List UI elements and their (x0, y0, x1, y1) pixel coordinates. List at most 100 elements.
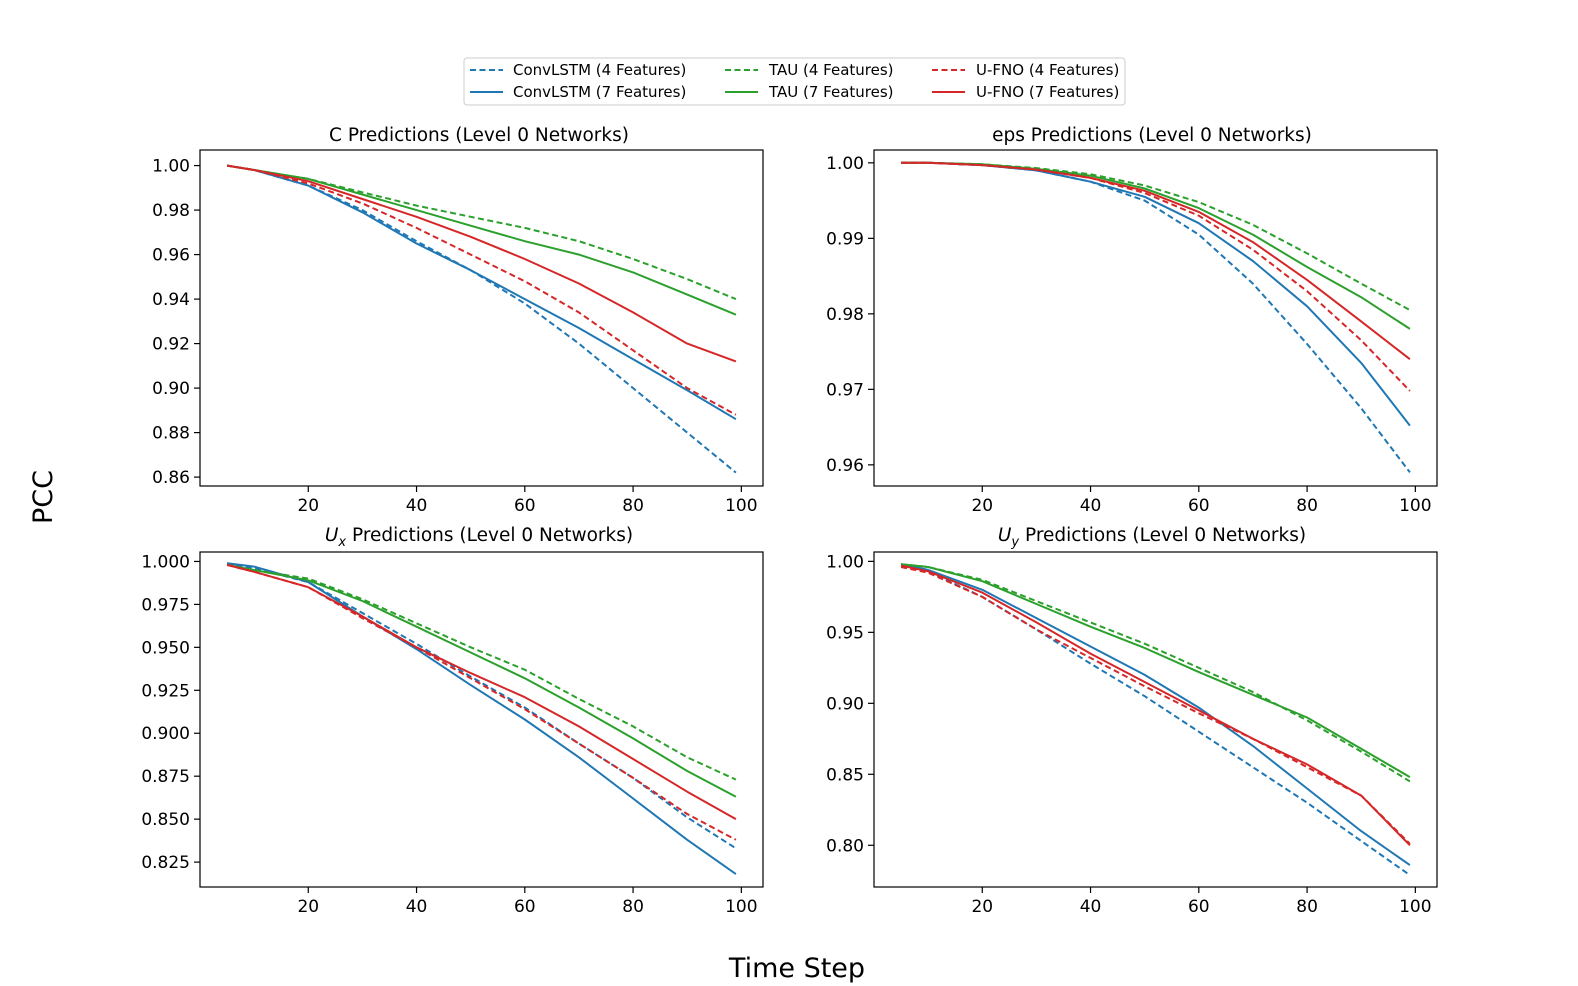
title-main: U (998, 525, 1012, 546)
x-tick-label: 100 (1399, 496, 1431, 516)
title-rest: Predictions (Level 0 Networks) (346, 525, 633, 546)
panel-title: C Predictions (Level 0 Networks) (329, 125, 629, 146)
y-tick-label: 0.90 (152, 379, 190, 399)
series-line-0 (901, 161, 1411, 474)
plot-area: 20 40 60 80 100 0.96 0.97 0.98 0.99 1.00 (826, 149, 1438, 516)
y-tick-label: 0.94 (152, 290, 190, 310)
y-tick-label: 1.00 (152, 157, 190, 177)
y-tick-label: 1.00 (826, 154, 864, 174)
series-line-1 (901, 161, 1411, 427)
series-line-3 (901, 161, 1411, 330)
x-tick-label: 20 (297, 496, 319, 516)
x-tick-label: 60 (514, 496, 536, 516)
x-tick-label: 80 (1296, 496, 1318, 516)
y-tick-label: 0.96 (826, 456, 864, 476)
axes-frame (873, 149, 1438, 487)
x-tick-label: 100 (725, 496, 757, 516)
legend-entry-convlstm-7: ConvLSTM (7 Features) (470, 83, 686, 101)
y-tick-label: 0.900 (141, 724, 190, 744)
y-tick-label: 0.80 (826, 836, 864, 856)
title-sub: x (337, 535, 346, 550)
y-tick-label: 0.92 (152, 335, 190, 355)
x-tick-label: 100 (725, 897, 757, 917)
plot-area: 20 40 60 80 100 0.80 0.85 0.90 0.95 1.00 (826, 551, 1438, 917)
legend-label: TAU (4 Features) (768, 61, 894, 79)
panel-c: C Predictions (Level 0 Networks) 20 40 60 8… (152, 125, 764, 516)
legend-label: TAU (7 Features) (768, 83, 894, 101)
x-tick-label: 60 (1188, 496, 1210, 516)
series-line-5 (900, 564, 1411, 846)
x-tick-label: 20 (971, 897, 993, 917)
legend-label: U-FNO (7 Features) (976, 83, 1119, 101)
y-tick-label: 0.925 (141, 681, 190, 701)
x-tick-label: 40 (406, 496, 428, 516)
series-line-5 (901, 161, 1411, 360)
panel-eps: eps Predictions (Level 0 Networks) 20 40 6… (826, 125, 1438, 516)
panel-ux: Ux Predictions (Level 0 Networks) 20 40 60… (141, 525, 764, 917)
title-sub: y (1010, 535, 1019, 550)
legend-label: ConvLSTM (7 Features) (513, 83, 686, 101)
legend: ConvLSTM (4 Features) ConvLSTM (7 Featur… (463, 57, 1126, 106)
series-line-4 (226, 164, 737, 416)
series-line-3 (226, 563, 737, 798)
x-tick-label: 80 (1296, 897, 1318, 917)
x-tick-label: 80 (622, 897, 644, 917)
title-rest: Predictions (Level 0 Networks) (1019, 525, 1306, 546)
y-tick-label: 0.950 (141, 638, 190, 658)
series-line-2 (900, 563, 1411, 783)
series-line-0 (226, 164, 737, 474)
x-tick-label: 60 (514, 897, 536, 917)
legend-frame (463, 57, 1126, 106)
figure-x-label: Time Step (728, 953, 865, 984)
series-line-5 (226, 563, 737, 820)
y-tick-label: 0.96 (152, 246, 190, 266)
y-tick-label: 0.99 (826, 229, 864, 249)
y-tick-label: 0.90 (826, 694, 864, 714)
y-tick-label: 0.86 (152, 468, 190, 488)
y-tick-label: 0.98 (826, 305, 864, 325)
series-line-1 (900, 563, 1411, 866)
y-tick-label: 1.000 (141, 552, 190, 572)
plot-area: 20 40 60 80 100 0.825 0.850 0.875 0.900 0.925 0.95… (141, 551, 764, 917)
legend-entry-convlstm-4: ConvLSTM (4 Features) (470, 61, 686, 79)
series-line-2 (226, 563, 737, 781)
axes-frame (873, 551, 1438, 888)
legend-label: ConvLSTM (4 Features) (513, 61, 686, 79)
plot-area: 20 40 60 80 100 0.86 0.88 0.90 0.92 0.94 0.96 0.98 1… (152, 149, 764, 516)
y-tick-label: 0.88 (152, 424, 190, 444)
series-line-4 (900, 566, 1411, 845)
legend-label: U-FNO (4 Features) (976, 61, 1119, 79)
panel-title: eps Predictions (Level 0 Networks) (992, 125, 1312, 146)
panel-title: Uy Predictions (Level 0 Networks) (998, 525, 1306, 550)
y-tick-label: 1.00 (826, 552, 864, 572)
y-tick-label: 0.825 (141, 853, 190, 873)
legend-entry-tau-4: TAU (4 Features) (725, 61, 894, 79)
x-tick-label: 100 (1399, 897, 1431, 917)
series-line-1 (226, 164, 737, 421)
x-tick-label: 40 (1080, 897, 1102, 917)
axes-frame (199, 149, 764, 487)
y-tick-label: 0.97 (826, 380, 864, 400)
series-line-2 (901, 161, 1411, 311)
series-line-3 (900, 563, 1411, 778)
series-line-3 (226, 164, 737, 316)
legend-entry-ufno-4: U-FNO (4 Features) (932, 61, 1119, 79)
x-tick-label: 80 (622, 496, 644, 516)
y-tick-label: 0.975 (141, 595, 190, 615)
title-main: U (325, 525, 339, 546)
x-tick-label: 20 (971, 496, 993, 516)
axes-frame (199, 551, 764, 888)
y-tick-label: 0.875 (141, 767, 190, 787)
x-tick-label: 40 (406, 897, 428, 917)
legend-entry-tau-7: TAU (7 Features) (725, 83, 894, 101)
series-line-1 (226, 562, 737, 875)
panel-uy: Uy Predictions (Level 0 Networks) 20 40 60… (826, 525, 1438, 917)
y-tick-label: 0.95 (826, 623, 864, 643)
y-tick-label: 0.85 (826, 765, 864, 785)
series-line-2 (226, 164, 737, 301)
series-line-5 (226, 164, 737, 363)
y-tick-label: 0.98 (152, 201, 190, 221)
series-line-0 (226, 562, 737, 850)
y-tick-label: 0.850 (141, 810, 190, 830)
